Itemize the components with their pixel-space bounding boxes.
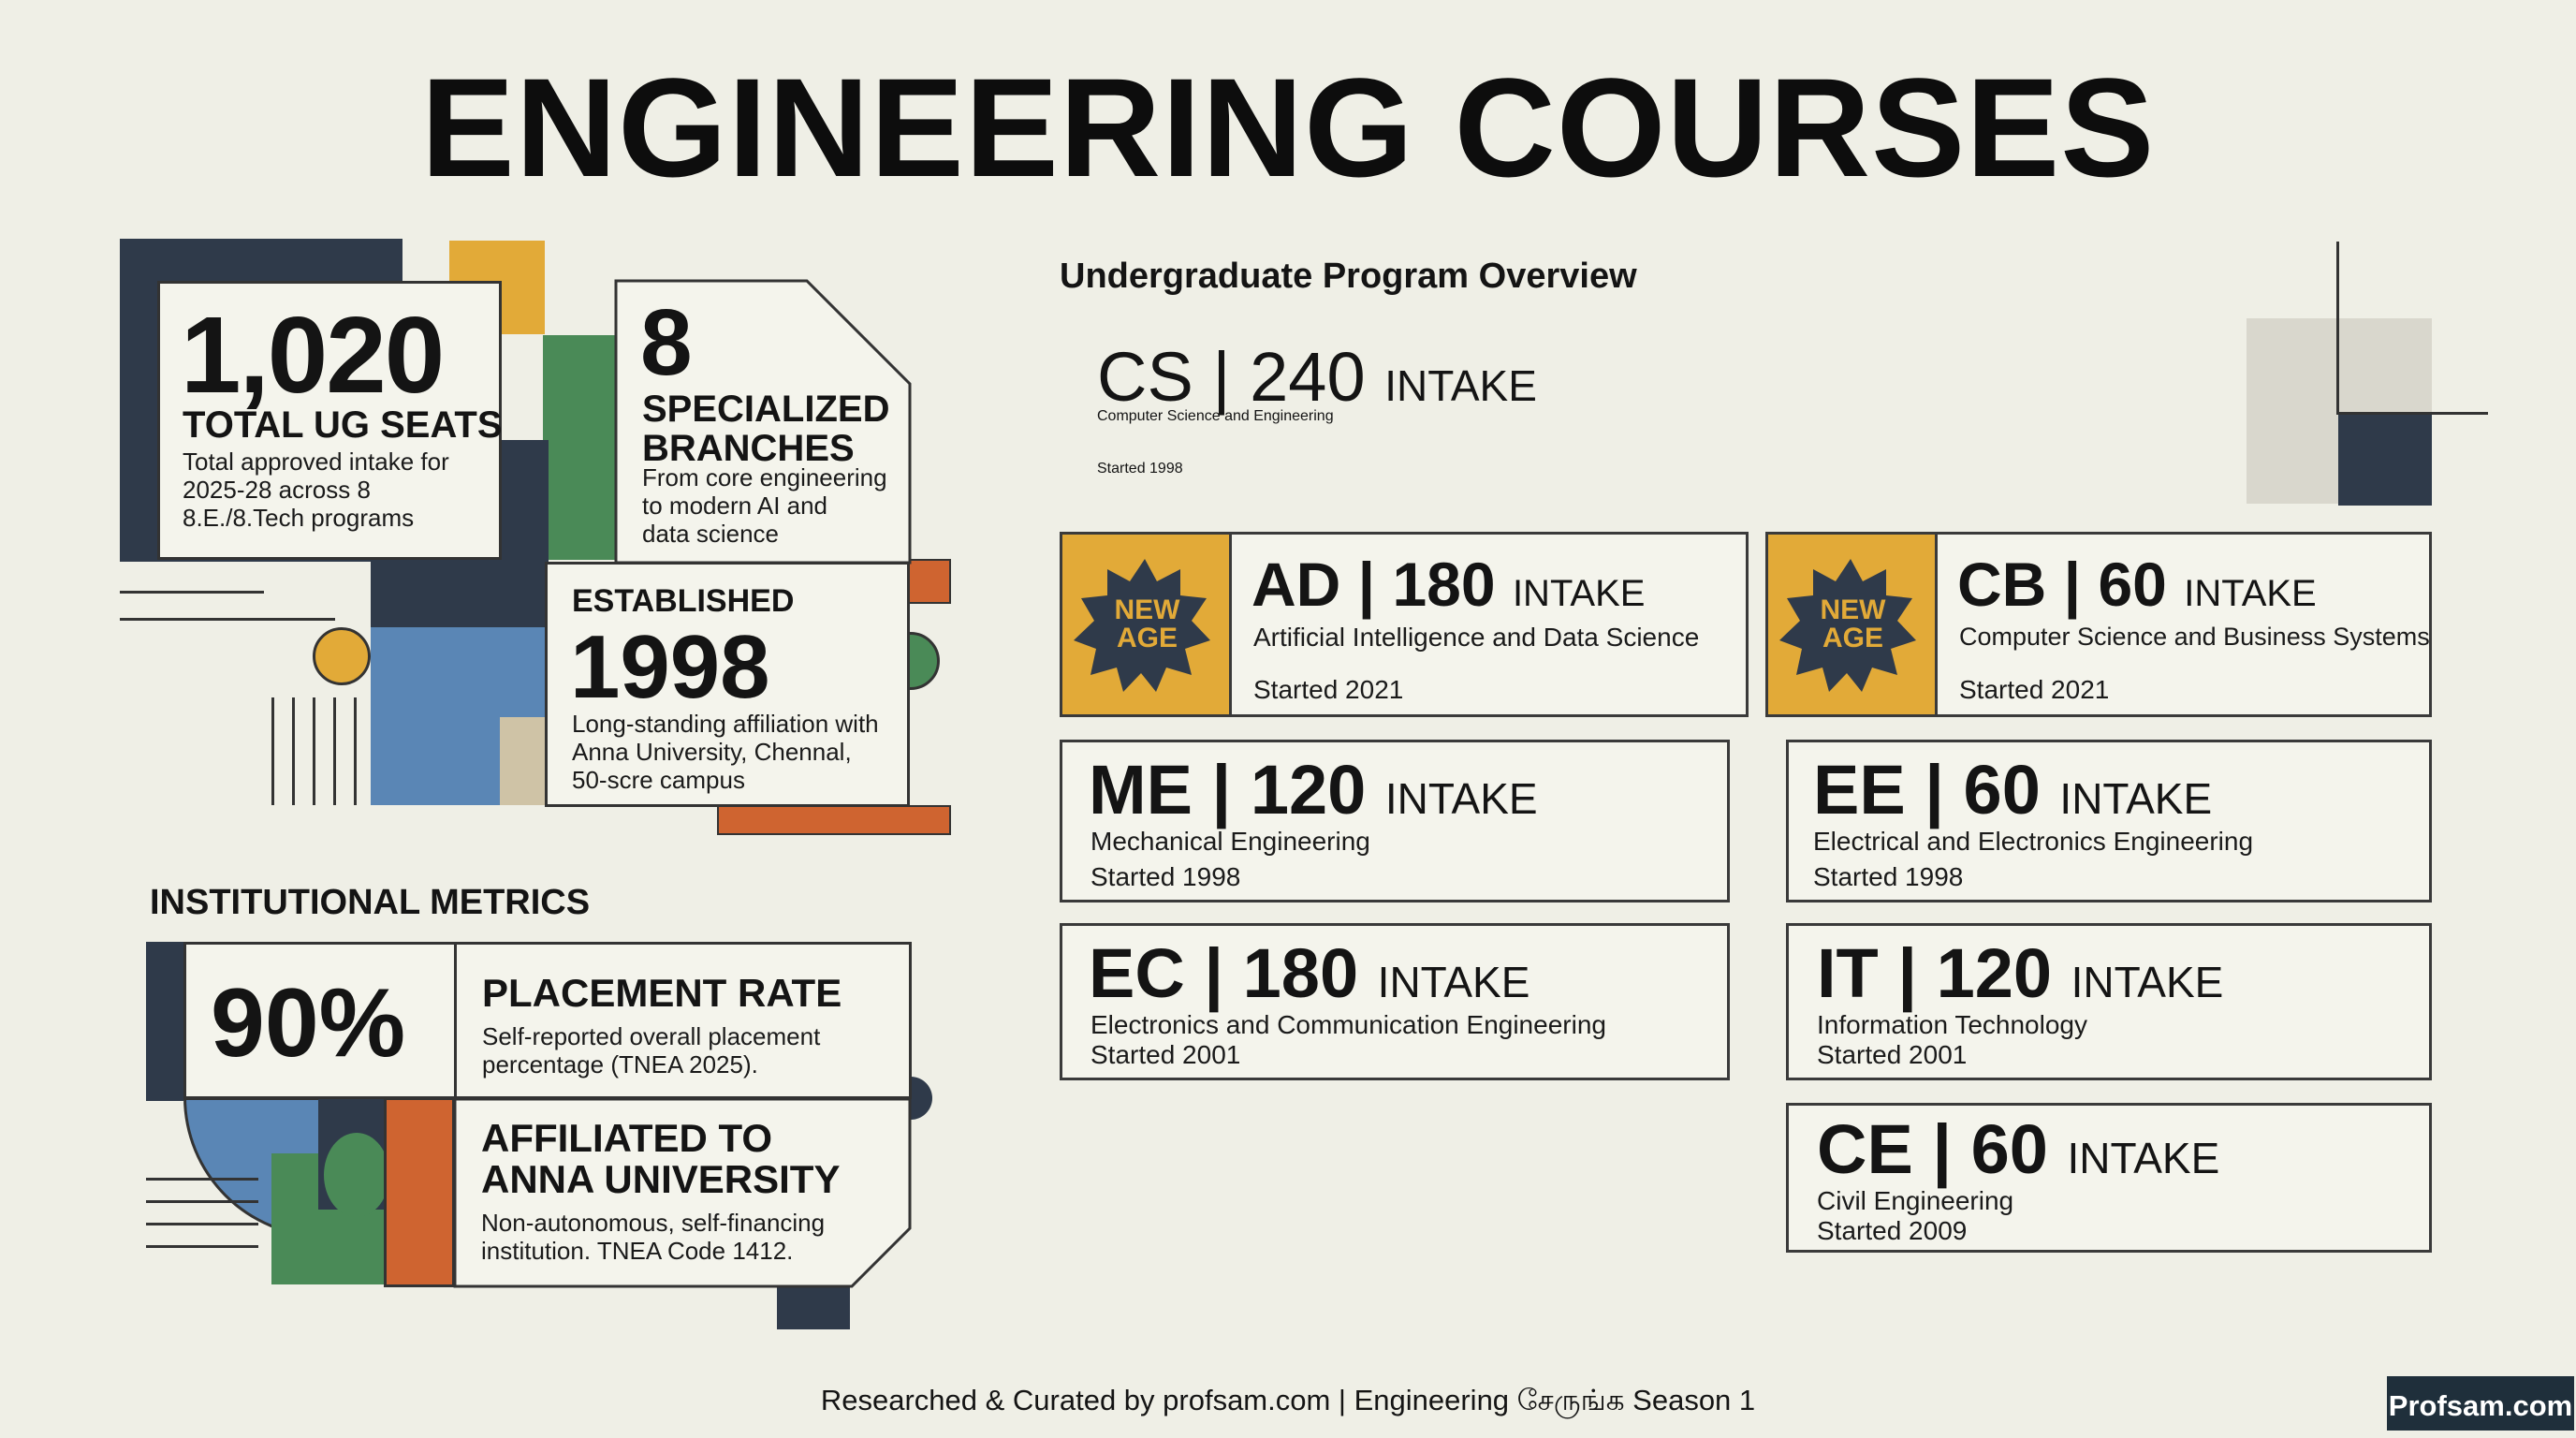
decor-tick [354,697,357,805]
new-age-badge-box: NEW AGE [1062,535,1232,714]
course-ce-name: Civil Engineering [1817,1186,2014,1215]
decor-half-circle [324,1133,389,1217]
course-it-name: Information Technology [1817,1010,2087,1039]
total-seats-value: 1,020 [181,294,445,416]
metrics-heading: INSTITUTIONAL METRICS [150,883,591,922]
metric-card-affiliation: AFFILIATED TO ANNA UNIVERSITY Non-autono… [453,1097,914,1288]
decor-orange-column [384,1097,455,1287]
new-age-badge-text: NEW AGE [1114,594,1180,653]
overview-heading: Undergraduate Program Overview [1060,257,1637,296]
course-ee: EE | 60 INTAKE Electrical and Electronic… [1786,740,2432,902]
stat-card-branches: 8 SPECIALIZED BRANCHES From core enginee… [614,279,914,565]
new-age-badge-icon [1074,559,1210,692]
decor-line-horizontal [2336,412,2488,415]
total-seats-desc: Total approved intake for 2025-28 across… [183,448,449,532]
course-ad-name: Artificial Intelligence and Data Science [1253,623,1700,652]
placement-value: 90% [211,969,406,1078]
page-title: ENGINEERING COURSES [420,49,2156,206]
course-cb-heading: CB | 60 INTAKE [1957,550,2317,619]
decor-green-block [543,335,618,560]
course-ee-started: Started 1998 [1813,862,1964,891]
decor-line [120,591,264,594]
course-cs: CS | 240 INTAKE Computer Science and Eng… [1095,328,1938,496]
metric-card-placement: 90% PLACEMENT RATE Self-reported overall… [183,942,912,1099]
affiliation-desc: Non-autonomous, self-financing instituti… [481,1209,826,1265]
decor-tick [313,697,315,805]
course-ec-name: Electronics and Communication Engineerin… [1090,1010,1606,1039]
established-desc: Long-standing affiliation with Anna Univ… [572,710,879,794]
course-ad-started: Started 2021 [1253,675,1404,704]
course-ad-heading: AD | 180 INTAKE [1251,550,1646,619]
stat-card-established: ESTABLISHED 1998 Long-standing affiliati… [545,562,910,807]
stat-card-total-seats: 1,020 TOTAL UG SEATS Total approved inta… [157,281,503,560]
affiliation-label: AFFILIATED TO ANNA UNIVERSITY [481,1116,841,1202]
decor-line [146,1178,258,1181]
affiliation-card-frame [453,1097,912,1288]
decor-tick [271,697,274,805]
course-me-heading: ME | 120 INTAKE [1089,751,1538,829]
decor-line [146,1223,258,1225]
decor-orange-bar-bottom [717,805,951,835]
new-age-badge-text: NEW AGE [1820,594,1886,653]
course-ee-heading: EE | 60 INTAKE [1813,751,2213,829]
course-it-heading: IT | 120 INTAKE [1817,934,2224,1012]
decor-line [146,1200,258,1203]
branches-desc: From core engineering to modern AI and d… [642,463,887,548]
new-age-badge-icon [1779,559,1916,692]
placement-desc: Self-reported overall placement percenta… [482,1022,821,1078]
decor-tick [292,697,295,805]
course-cs-started: Started 1998 [1097,461,1183,477]
decor-tan-block [500,717,549,805]
placement-label: PLACEMENT RATE [482,971,842,1015]
decor-line [146,1245,258,1248]
decor-navy-corner [2338,412,2432,506]
brand-logo: Profsam.com [2387,1376,2574,1431]
course-ec-started: Started 2001 [1090,1040,1241,1069]
course-ad: NEW AGE AD | 180 INTAKE Artificial Intel… [1060,532,1749,717]
course-cb-started: Started 2021 [1959,675,2110,704]
branches-value: 8 [640,290,693,395]
course-cb-name: Computer Science and Business Systems [1959,623,2430,651]
footer-credit: Researched & Curated by profsam.com | En… [820,1384,1756,1416]
course-ce-heading: CE | 60 INTAKE [1817,1110,2220,1188]
total-seats-label: TOTAL UG SEATS [183,404,503,446]
decor-navy-foot [777,1284,850,1329]
branches-label: SPECIALIZED BRANCHES [642,389,890,469]
course-ec-heading: EC | 180 INTAKE [1089,934,1530,1012]
established-label: ESTABLISHED [572,583,795,619]
decor-line [120,618,335,621]
course-me: ME | 120 INTAKE Mechanical Engineering S… [1060,740,1730,902]
established-value: 1998 [570,617,770,717]
course-cs-heading: CS | 240 INTAKE [1097,338,1537,416]
branches-card-frame [614,279,912,565]
course-ee-name: Electrical and Electronics Engineering [1813,827,2254,856]
course-cb: NEW AGE CB | 60 INTAKE Computer Science … [1765,532,2432,717]
course-ce-started: Started 2009 [1817,1216,1968,1245]
course-ec: EC | 180 INTAKE Electronics and Communic… [1060,923,1730,1080]
course-cs-name: Computer Science and Engineering [1097,408,1334,424]
course-it-started: Started 2001 [1817,1040,1968,1069]
course-ce: CE | 60 INTAKE Civil Engineering Started… [1786,1103,2432,1253]
course-me-started: Started 1998 [1090,862,1241,891]
new-age-badge-box: NEW AGE [1768,535,1938,714]
decor-navy-strip [146,942,183,1101]
decor-line-vertical [2336,242,2339,414]
decor-mustard-circle [313,627,371,685]
placement-divider [454,945,457,1096]
decor-tick [333,697,336,805]
course-me-name: Mechanical Engineering [1090,827,1370,856]
course-it: IT | 120 INTAKE Information Technology S… [1786,923,2432,1080]
